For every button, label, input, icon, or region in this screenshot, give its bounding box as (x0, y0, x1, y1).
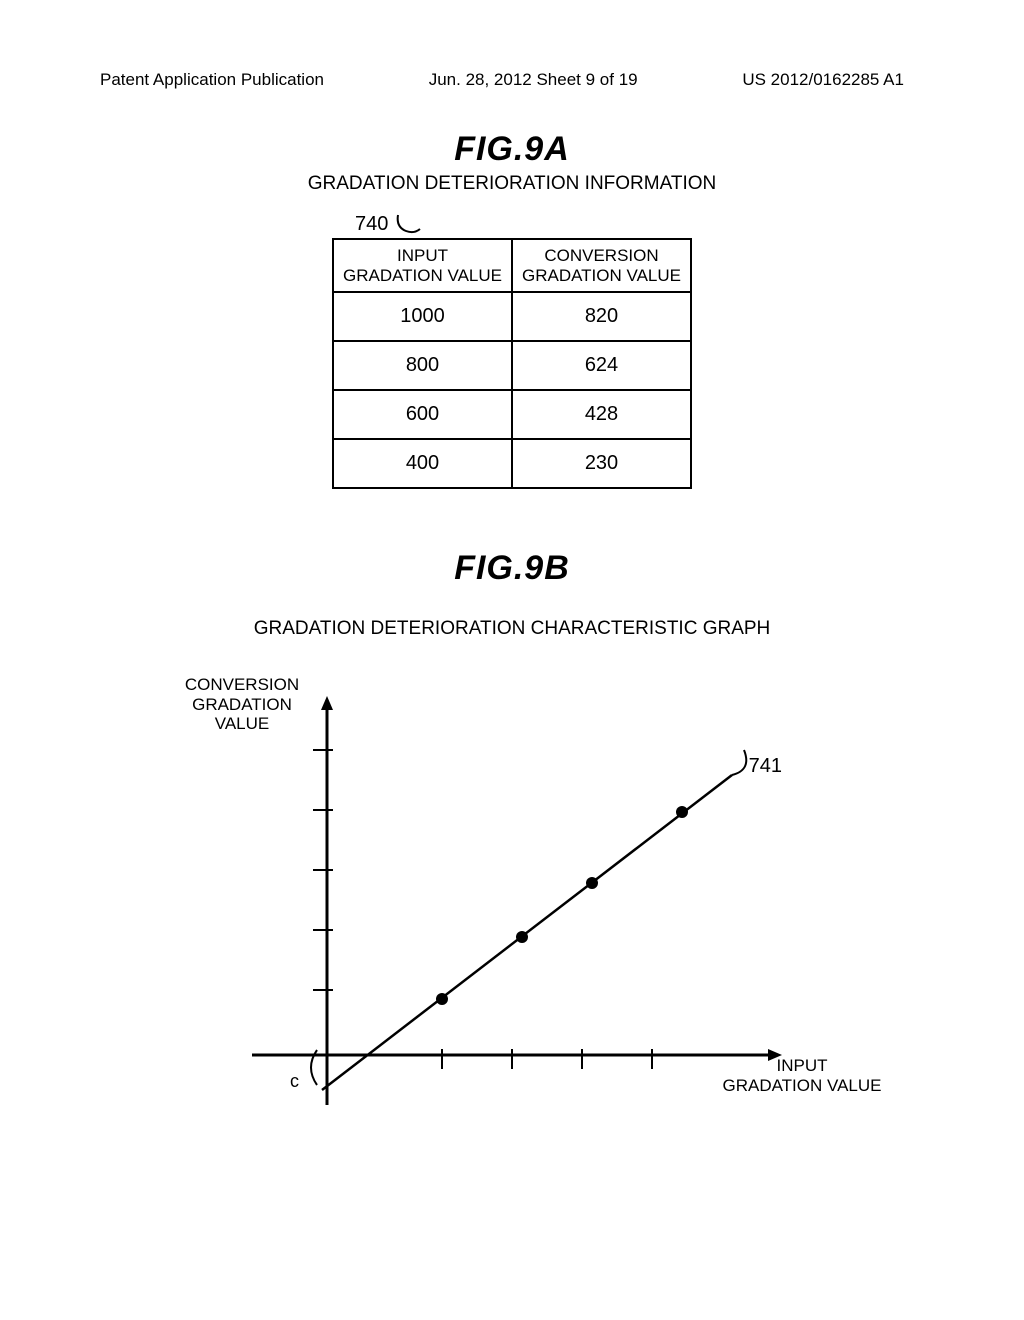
table-row: 400230 (333, 439, 691, 488)
c-offset-label: c (290, 1071, 299, 1092)
table-row: 1000820 (333, 292, 691, 341)
table-cell: 800 (333, 341, 512, 390)
figure-9b-subtitle: GRADATION DETERIORATION CHARACTERISTIC G… (0, 618, 1024, 640)
page-header: Patent Application Publication Jun. 28, … (0, 0, 1024, 90)
line-reference-number: 741 (749, 755, 782, 778)
characteristic-graph: CONVERSIONGRADATIONVALUE INPUTGRADATION … (232, 690, 792, 1120)
table-cell: 230 (512, 439, 691, 488)
table-cell: 428 (512, 390, 691, 439)
table-cell: 1000 (333, 292, 512, 341)
col-conversion-gradation: CONVERSIONGRADATION VALUE (512, 239, 691, 292)
figure-9a: FIG.9A GRADATION DETERIORATION INFORMATI… (0, 130, 1024, 489)
table-header-row: INPUTGRADATION VALUE CONVERSIONGRADATION… (333, 239, 691, 292)
ref-740-text: 740 (355, 213, 388, 235)
x-axis-label: INPUTGRADATION VALUE (702, 1056, 902, 1095)
table-row: 600428 (333, 390, 691, 439)
reference-leader-icon (394, 213, 424, 235)
table-row: 800624 (333, 341, 691, 390)
table-cell: 624 (512, 341, 691, 390)
table-cell: 400 (333, 439, 512, 488)
figure-9a-subtitle: GRADATION DETERIORATION INFORMATION (0, 173, 1024, 195)
table-reference-number: 740 (355, 213, 1024, 236)
col-input-gradation: INPUTGRADATION VALUE (333, 239, 512, 292)
header-center: Jun. 28, 2012 Sheet 9 of 19 (429, 70, 638, 90)
table-cell: 600 (333, 390, 512, 439)
table-cell: 820 (512, 292, 691, 341)
figure-9b: FIG.9B GRADATION DETERIORATION CHARACTER… (0, 549, 1024, 1120)
figure-9b-title: FIG.9B (0, 549, 1024, 588)
header-right: US 2012/0162285 A1 (742, 70, 904, 90)
header-left: Patent Application Publication (100, 70, 324, 90)
figure-9a-title: FIG.9A (0, 130, 1024, 169)
y-axis-label: CONVERSIONGRADATIONVALUE (162, 675, 322, 734)
gradation-table: INPUTGRADATION VALUE CONVERSIONGRADATION… (332, 238, 692, 489)
